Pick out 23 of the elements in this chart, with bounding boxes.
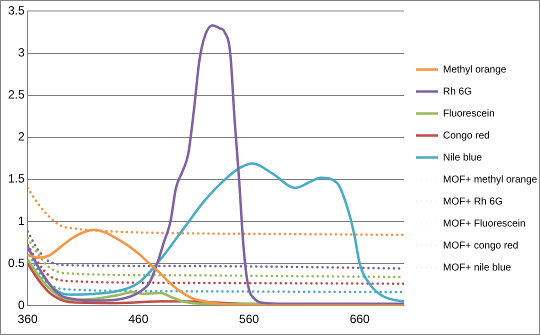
x-tick-label: 360 xyxy=(18,312,38,326)
x-tick-label: 560 xyxy=(239,312,260,326)
y-tick-label: 1 xyxy=(18,214,25,228)
line-series xyxy=(28,244,404,285)
legend-label: Fluorescein xyxy=(443,108,495,120)
y-tick-label: 0 xyxy=(18,298,25,312)
y-tick-label: 2.5 xyxy=(8,88,25,102)
legend-label: Methyl orange xyxy=(443,64,507,76)
x-tick-label: 660 xyxy=(350,312,370,326)
legend-label: Congo red xyxy=(443,130,490,142)
y-tick-label: 3 xyxy=(18,46,25,60)
legend-label: MOF+ Rh 6G xyxy=(443,196,503,208)
y-tick-label: 1.5 xyxy=(8,172,25,186)
legend-label: MOF+ methyl orange xyxy=(443,174,538,186)
legend-label: Rh 6G xyxy=(443,86,472,98)
y-tick-label: 2 xyxy=(18,130,25,144)
legend-label: MOF+ Fluorescein xyxy=(443,218,526,230)
legend-label: MOF+ nile blue xyxy=(443,262,512,274)
y-tick-label: 3.5 xyxy=(8,4,25,18)
legend-label: MOF+ congo red xyxy=(443,240,518,252)
y-tick-label: 0.5 xyxy=(8,256,25,270)
x-tick-label: 460 xyxy=(128,312,149,326)
legend-label: Nile blue xyxy=(443,152,482,164)
